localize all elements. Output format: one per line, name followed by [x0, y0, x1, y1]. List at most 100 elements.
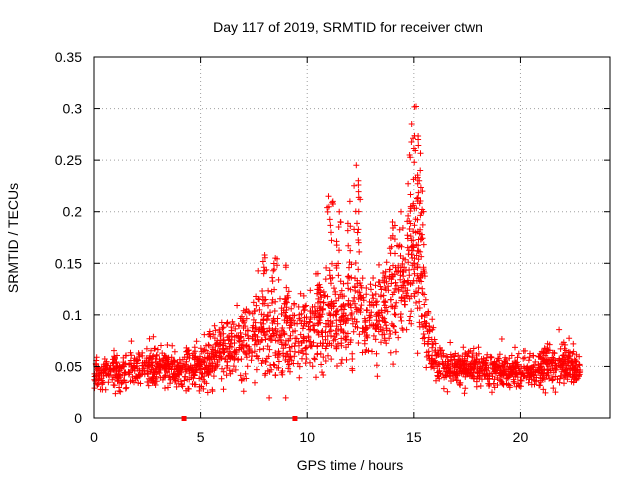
data-point — [411, 159, 418, 166]
data-point — [200, 385, 207, 392]
data-point — [328, 342, 335, 349]
data-point — [500, 380, 507, 387]
data-point — [372, 323, 379, 329]
data-point — [309, 363, 316, 370]
data-point — [233, 332, 240, 339]
data-point — [242, 349, 249, 356]
data-point — [324, 204, 331, 211]
data-point — [488, 354, 495, 361]
data-point — [310, 322, 316, 329]
data-point — [307, 326, 314, 333]
data-point — [332, 336, 339, 343]
data-point — [481, 371, 488, 378]
data-point — [557, 372, 564, 379]
data-point — [474, 375, 480, 382]
data-point — [320, 372, 327, 378]
data-point — [412, 216, 419, 223]
data-point — [262, 336, 269, 343]
data-point — [272, 349, 279, 356]
data-point — [173, 383, 180, 390]
data-point — [345, 297, 352, 304]
data-point — [111, 347, 117, 354]
data-point — [413, 103, 419, 110]
data-point — [256, 296, 262, 303]
data-point — [128, 338, 135, 345]
data-point — [546, 341, 553, 348]
y-tick-label: 0.3 — [63, 101, 83, 117]
data-point — [535, 353, 542, 360]
data-point — [385, 283, 392, 290]
y-tick-label: 0 — [74, 410, 82, 426]
data-point — [147, 352, 153, 359]
data-point — [205, 365, 212, 372]
data-point — [383, 278, 390, 285]
data-point — [266, 346, 273, 353]
data-point — [133, 356, 140, 363]
data-point — [261, 372, 268, 379]
data-point — [259, 293, 266, 300]
data-point — [243, 354, 250, 361]
data-point — [270, 267, 277, 274]
data-point — [389, 303, 396, 310]
data-point — [550, 385, 557, 392]
data-point — [407, 154, 414, 161]
data-point — [105, 379, 112, 386]
data-point — [400, 279, 407, 286]
data-point — [206, 328, 213, 335]
data-point — [261, 252, 268, 258]
data-point — [414, 180, 421, 187]
data-point — [382, 298, 389, 305]
data-point — [532, 369, 539, 376]
y-tick-labels: 0 0.05 0.1 0.15 0.2 0.25 0.3 0.35 — [55, 49, 82, 426]
data-point — [447, 339, 454, 346]
data-point — [392, 311, 399, 318]
data-point — [154, 346, 161, 353]
data-point — [283, 284, 290, 291]
data-point — [111, 356, 118, 363]
data-point — [338, 326, 345, 333]
data-point — [228, 324, 235, 331]
data-point — [545, 363, 552, 370]
data-point — [169, 342, 176, 349]
data-point — [329, 274, 336, 281]
data-point — [272, 372, 279, 379]
data-point — [269, 278, 276, 285]
data-point — [127, 357, 134, 364]
data-point — [355, 266, 362, 273]
data-point — [556, 326, 563, 333]
data-point — [419, 221, 426, 228]
data-point — [479, 359, 486, 366]
data-point — [178, 381, 185, 388]
data-point — [424, 328, 431, 335]
data-point — [388, 280, 395, 287]
data-point — [252, 379, 258, 386]
data-point — [355, 340, 362, 346]
data-point — [246, 309, 253, 316]
data-point — [272, 255, 279, 262]
x-axis-label: GPS time / hours — [297, 457, 404, 473]
data-point — [386, 266, 393, 273]
data-point — [329, 320, 336, 327]
data-point — [210, 373, 217, 380]
data-point — [405, 180, 412, 187]
data-point — [282, 357, 289, 363]
data-point — [183, 358, 190, 365]
data-point — [299, 325, 306, 332]
data-point — [237, 315, 244, 322]
data-point — [475, 344, 482, 351]
data-point — [475, 350, 482, 357]
data-point — [336, 208, 343, 215]
data-point — [418, 253, 425, 260]
data-point — [434, 372, 441, 379]
data-point — [208, 360, 215, 367]
data-point — [421, 270, 428, 276]
data-point — [256, 306, 263, 313]
data-point — [314, 351, 321, 358]
data-point — [314, 290, 320, 297]
data-point — [429, 316, 436, 323]
data-point — [354, 229, 361, 236]
data-point — [373, 362, 380, 369]
data-point — [384, 308, 391, 315]
data-point — [276, 332, 283, 338]
data-point — [274, 354, 281, 361]
